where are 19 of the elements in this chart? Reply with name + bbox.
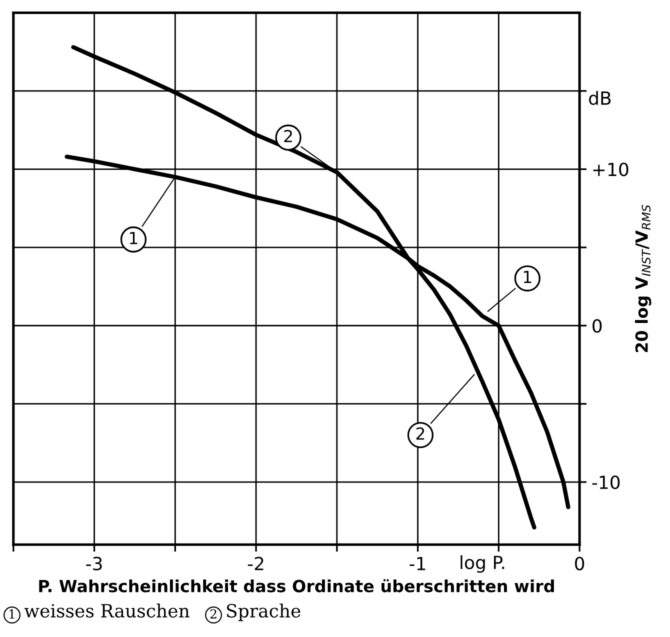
text: log P. xyxy=(460,555,504,573)
x-axis-title: P. Wahrscheinlichkeit dass Ordinate überschritten wird xyxy=(39,579,554,592)
text: 2 xyxy=(210,609,216,618)
text: Sprache xyxy=(226,604,300,622)
x-tick-label: -3 xyxy=(86,556,102,570)
y-tick-label: 0 xyxy=(592,319,602,333)
annotation: 1 xyxy=(524,270,532,283)
x-tick-label: -1 xyxy=(410,556,426,570)
text: dB xyxy=(589,91,611,105)
x-tick-label: 0 xyxy=(574,556,584,570)
annotation: 1 xyxy=(130,232,138,244)
annotation: 2 xyxy=(284,130,292,142)
text: weisses Rauschen xyxy=(24,604,190,618)
y-axis-title: 20 log V$_{INST}$/V$_{RMS}$ xyxy=(635,204,652,352)
x-tick-label: -2 xyxy=(248,556,264,570)
y-tick-label: -10 xyxy=(592,476,620,490)
annotation: 2 xyxy=(416,427,424,440)
y-tick-label: +10 xyxy=(593,162,628,176)
text: 1 xyxy=(10,609,14,618)
